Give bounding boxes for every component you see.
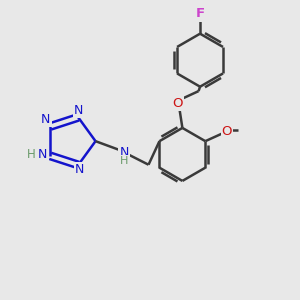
Text: N: N <box>75 163 84 176</box>
Text: H: H <box>27 148 35 161</box>
Text: N: N <box>38 148 48 161</box>
Text: O: O <box>173 97 183 110</box>
Text: N: N <box>74 104 83 117</box>
Text: H: H <box>120 156 128 166</box>
Text: N: N <box>119 146 129 159</box>
Text: F: F <box>196 8 205 20</box>
Text: N: N <box>41 113 50 127</box>
Text: O: O <box>222 125 232 138</box>
